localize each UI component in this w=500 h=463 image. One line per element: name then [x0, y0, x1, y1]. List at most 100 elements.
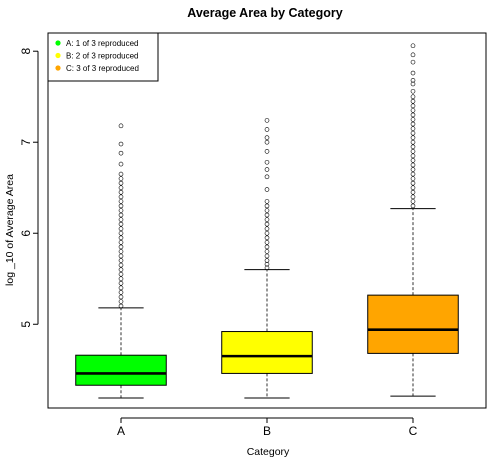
outlier-point — [410, 203, 416, 209]
outlier-point — [264, 265, 270, 271]
outlier-point — [410, 121, 416, 127]
outlier-point — [410, 167, 416, 172]
outlier-point — [118, 161, 124, 167]
outlier-point — [264, 208, 270, 213]
outlier-point — [410, 103, 416, 109]
outlier-point — [118, 230, 124, 236]
legend-marker — [55, 65, 61, 71]
outlier-point — [410, 189, 416, 195]
outlier-point — [410, 171, 416, 177]
outlier-point — [264, 235, 270, 241]
outlier-point — [264, 258, 270, 263]
outlier-point — [118, 281, 124, 286]
outlier-point — [264, 199, 270, 204]
outlier-point — [264, 249, 270, 254]
legend-marker — [55, 40, 61, 46]
outlier-point — [410, 88, 416, 94]
outlier-point — [118, 141, 124, 147]
outlier-point — [118, 235, 124, 241]
x-tick-label: B — [263, 424, 271, 438]
outlier-point — [264, 203, 270, 209]
outlier-point — [118, 123, 124, 129]
outlier-point — [118, 221, 124, 227]
outlier-point — [118, 249, 124, 254]
box-B — [221, 118, 313, 399]
y-tick-label: 5 — [19, 321, 33, 328]
legend-label: C: 3 of 3 reproduced — [66, 64, 139, 73]
iqr-box — [75, 354, 167, 386]
outlier-point — [118, 176, 124, 181]
outlier-point — [264, 127, 270, 132]
outlier-point — [410, 162, 416, 168]
outlier-point — [118, 262, 124, 268]
outlier-point — [118, 267, 124, 272]
outlier-point — [118, 180, 124, 186]
outlier-point — [118, 208, 124, 213]
boxes-layer — [75, 43, 459, 399]
outlier-point — [410, 112, 416, 118]
outlier-point — [118, 244, 124, 250]
outlier-point — [264, 174, 270, 180]
outlier-point — [118, 258, 124, 263]
x-axis: A B C — [117, 417, 418, 438]
legend-label: B: 2 of 3 reproduced — [66, 52, 139, 61]
outlier-point — [264, 187, 270, 192]
outlier-point — [118, 212, 124, 218]
outlier-point — [410, 81, 416, 87]
outlier-point — [410, 199, 416, 204]
outlier-point — [410, 194, 416, 200]
outlier-point — [118, 253, 124, 259]
outlier-point — [410, 149, 416, 154]
outlier-point — [264, 139, 270, 145]
y-axis-label: log _10 of Average Area — [4, 174, 16, 286]
outlier-point — [118, 226, 124, 231]
outlier-point — [410, 158, 416, 163]
outlier-point — [264, 149, 270, 154]
x-tick-label: A — [117, 424, 125, 438]
plot-frame — [47, 32, 487, 409]
y-tick-label: 6 — [19, 230, 33, 237]
outlier-point — [410, 78, 416, 83]
outlier-point — [410, 185, 416, 191]
box-A — [75, 123, 167, 399]
outlier-point — [264, 212, 270, 218]
outlier-point — [264, 167, 270, 172]
outlier-point — [410, 70, 416, 76]
outlier-point — [410, 43, 416, 49]
chart-title: Average Area by Category — [187, 6, 342, 20]
outlier-point — [410, 117, 416, 122]
outlier-point — [118, 203, 124, 209]
legend-label: A: 1 of 3 reproduced — [66, 39, 139, 48]
outlier-point — [118, 171, 124, 177]
outlier-point — [118, 271, 124, 277]
outlier-point — [264, 118, 270, 123]
outlier-point — [410, 59, 416, 65]
outlier-point — [264, 226, 270, 231]
y-tick-label: 8 — [19, 48, 33, 55]
outlier-point — [410, 126, 416, 131]
outlier-point — [410, 135, 416, 140]
outlier-point — [264, 217, 270, 222]
outlier-point — [410, 52, 416, 58]
outlier-point — [118, 189, 124, 195]
outlier-point — [410, 144, 416, 150]
y-axis: 5 6 7 8 — [19, 48, 39, 328]
outlier-point — [264, 221, 270, 227]
legend-marker — [55, 52, 61, 59]
outlier-point — [264, 159, 270, 165]
legend-box — [47, 32, 159, 82]
outlier-point — [118, 240, 124, 245]
outlier-point — [118, 294, 124, 300]
outlier-point — [410, 180, 416, 186]
outlier-point — [410, 130, 416, 136]
legend: A: 1 of 3 reproduced B: 2 of 3 reproduced… — [47, 32, 159, 82]
outlier-point — [118, 276, 124, 282]
x-tick-label: C — [409, 424, 418, 438]
box-C — [367, 43, 459, 397]
outlier-point — [410, 98, 416, 104]
outlier-point — [118, 285, 124, 291]
outlier-point — [264, 230, 270, 236]
outlier-point — [264, 253, 270, 259]
outlier-point — [118, 217, 124, 222]
